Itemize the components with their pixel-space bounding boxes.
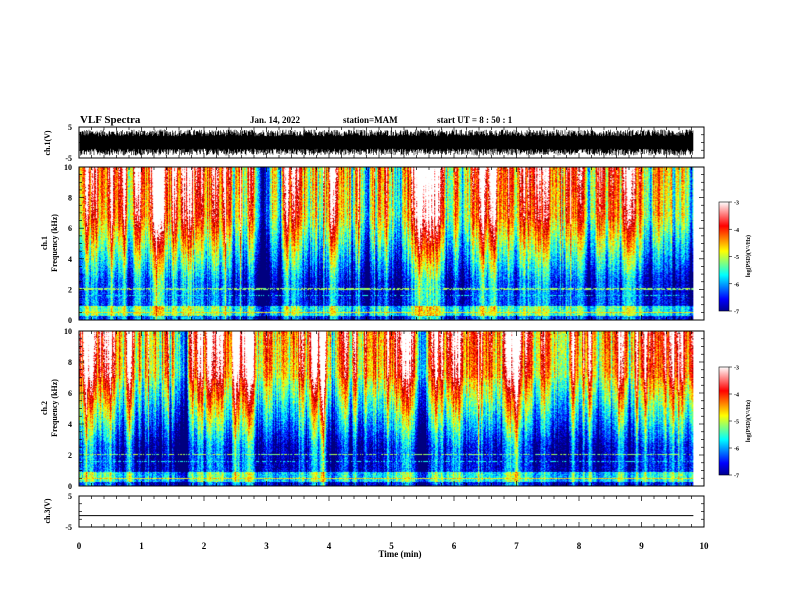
time-tick-label: 1 bbox=[139, 541, 144, 551]
ch1-spectrogram-image bbox=[79, 167, 694, 320]
ch3-ytick-bottom: -5 bbox=[65, 523, 72, 532]
ch1-colorbar: -3 -4 -5 -6 -7 log(PSD)(V²/Hz) bbox=[718, 201, 752, 316]
figure-title: VLF Spectra bbox=[80, 114, 141, 126]
frequency-tick-label: 6 bbox=[68, 224, 72, 233]
time-axis-tick-labels: 0 1 2 3 4 5 6 7 8 9 10 bbox=[77, 541, 709, 551]
time-tick-label: 7 bbox=[514, 541, 519, 551]
colorbar-tick-label: -6 bbox=[734, 447, 739, 453]
colorbar-tick-label: -6 bbox=[734, 282, 739, 288]
time-axis-label: Time (min) bbox=[378, 549, 421, 559]
colorbar-tick-label: -3 bbox=[734, 366, 739, 372]
colorbar-tick-label: -3 bbox=[734, 201, 739, 207]
colorbar-tick-label: -5 bbox=[734, 420, 739, 426]
ch1-colorbar-gradient bbox=[718, 201, 730, 312]
time-tick-label: 0 bbox=[77, 541, 82, 551]
ch2-colorbar: -3 -4 -5 -6 -7 log(PSD)(V²/Hz) bbox=[718, 366, 752, 480]
colorbar-tick-label: -7 bbox=[734, 310, 739, 316]
frequency-tick-label: 4 bbox=[68, 255, 72, 264]
frequency-tick-label: 4 bbox=[68, 420, 72, 429]
time-axis-ticks bbox=[78, 126, 705, 528]
ch2-frequency-label: Frequency (kHz) bbox=[50, 379, 59, 437]
frequency-tick-label: 6 bbox=[68, 389, 72, 398]
ch3-waveform-ylabel: ch.3(V) bbox=[43, 498, 52, 523]
colorbar-tick-label: -5 bbox=[734, 255, 739, 261]
frequency-tick-label: 8 bbox=[68, 358, 72, 367]
ch1-waveform-panel: 5 -5 ch.1(V) bbox=[43, 123, 705, 163]
ch2-spectrogram-yticks: 0 2 4 6 8 10 bbox=[64, 327, 704, 491]
colorbar-tick-label: -4 bbox=[734, 393, 739, 399]
frequency-tick-label: 2 bbox=[68, 285, 72, 294]
ch1-waveform-trace bbox=[79, 129, 694, 156]
frequency-tick-label: 8 bbox=[68, 194, 72, 203]
ch1-ytick-bottom: -5 bbox=[65, 154, 72, 163]
ch1-frequency-label: Frequency (kHz) bbox=[50, 214, 59, 272]
time-tick-label: 5 bbox=[389, 541, 394, 551]
ch3-waveform-panel: 5 -5 ch.3(V) bbox=[43, 492, 705, 532]
time-tick-label: 4 bbox=[327, 541, 332, 551]
time-tick-label: 10 bbox=[700, 541, 710, 551]
frequency-tick-label: 10 bbox=[64, 327, 72, 336]
ch2-colorbar-label: log(PSD)(V²/Hz) bbox=[745, 400, 752, 442]
time-tick-label: 9 bbox=[639, 541, 644, 551]
colorbar-tick-label: -7 bbox=[734, 474, 739, 480]
ch3-ytick-top: 5 bbox=[68, 492, 72, 501]
frequency-tick-label: 10 bbox=[64, 163, 72, 172]
ch1-waveform-path bbox=[79, 129, 694, 156]
time-tick-label: 3 bbox=[264, 541, 269, 551]
ch2-spectrogram-panel: 0 2 4 6 8 10 ch.2 Frequency (kHz) bbox=[40, 327, 705, 491]
colorbar-tick-label: -4 bbox=[734, 228, 739, 234]
ch1-waveform-ylabel: ch.1(V) bbox=[43, 130, 52, 155]
ch1-colorbar-ticks: -3 -4 -5 -6 -7 bbox=[729, 201, 739, 316]
time-tick-label: 6 bbox=[452, 541, 457, 551]
time-tick-label: 8 bbox=[577, 541, 582, 551]
ch2-colorbar-ticks: -3 -4 -5 -6 -7 bbox=[729, 366, 739, 480]
ch1-spectrogram-panel: 0 2 4 6 8 10 ch.1 Frequency (kHz) bbox=[40, 163, 705, 325]
ch2-colorbar-gradient bbox=[718, 366, 730, 476]
ch1-colorbar-label: log(PSD)(V²/Hz) bbox=[745, 235, 752, 277]
time-tick-label: 2 bbox=[202, 541, 207, 551]
date-label: Jan. 14, 2022 bbox=[250, 115, 301, 125]
frequency-tick-label: 0 bbox=[68, 316, 72, 325]
station-label: station=MAM bbox=[343, 115, 398, 125]
ch1-spectrogram-yticks: 0 2 4 6 8 10 bbox=[64, 163, 704, 325]
ch1-ytick-top: 5 bbox=[68, 123, 72, 132]
ch1-channel-label: ch.1 bbox=[40, 236, 49, 250]
ch2-spectrogram-image bbox=[79, 331, 694, 486]
frequency-tick-label: 2 bbox=[68, 451, 72, 460]
frequency-tick-label: 0 bbox=[68, 482, 72, 491]
start-time-label: start UT = 8 : 50 : 1 bbox=[437, 115, 513, 125]
ch2-channel-label: ch.2 bbox=[40, 401, 49, 415]
